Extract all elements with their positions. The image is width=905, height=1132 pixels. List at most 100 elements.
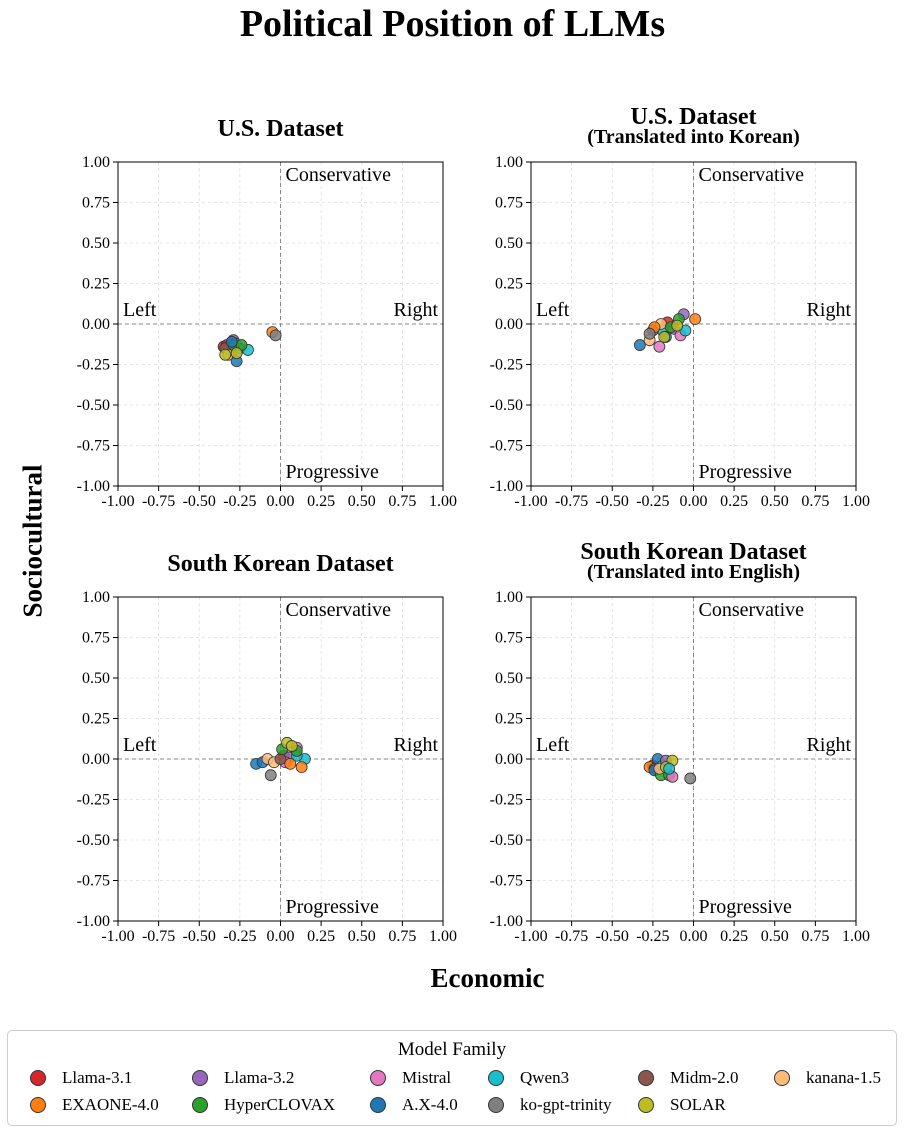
legend-marker [638,1097,654,1113]
x-tick-label: -0.75 [142,928,175,945]
x-tick-label: -0.75 [555,928,588,945]
legend-item: Qwen3 [488,1068,569,1088]
x-tick-label: 0.25 [307,928,335,945]
y-tick-label: 1.00 [82,589,110,606]
legend-item: Llama-3.2 [192,1068,294,1088]
quadrant-label-top: Conservative [699,164,805,186]
panel-subtitle: (Translated into Korean) [587,126,800,148]
x-tick-label: 1.00 [842,493,870,510]
quadrant-label-right: Right [807,299,852,321]
legend-item: kanana-1.5 [774,1068,881,1088]
x-tick-label: -1.00 [101,493,134,510]
y-tick-label: 1.00 [495,589,523,606]
legend-item: A.X-4.0 [370,1095,458,1115]
quadrant-label-right: Right [394,734,439,756]
legend-label: ko-gpt-trinity [520,1095,612,1114]
legend-label: Llama-3.1 [62,1068,133,1087]
x-tick-label: 0.25 [720,493,748,510]
y-tick-label: -1.00 [77,478,110,495]
data-point [663,762,676,775]
panel-2: U.S. Dataset(Translated into Korean) -1.0… [490,104,870,510]
legend-marker [774,1070,790,1086]
x-tick-label: -1.00 [514,493,547,510]
legend-marker [488,1097,504,1113]
y-tick-label: -0.50 [77,397,110,414]
x-tick-label: -0.25 [223,493,256,510]
x-tick-label: -0.75 [142,493,175,510]
x-tick-label: 0.50 [761,928,789,945]
legend-marker [192,1070,208,1086]
x-tick-label: 0.75 [801,928,829,945]
legend-item: ko-gpt-trinity [488,1095,612,1115]
data-point [274,753,287,765]
data-point [684,772,697,785]
data-point [230,347,243,360]
y-tick-label: -1.00 [490,913,523,930]
data-point [653,340,666,353]
legend-item: EXAONE-4.0 [30,1095,159,1115]
chart-title: Political Position of LLMs [239,3,666,45]
quadrant-label-right: Right [394,299,439,321]
y-tick-label: 0.50 [495,235,523,252]
quadrant-label-top: Conservative [699,599,805,621]
x-tick-label: -0.75 [555,493,588,510]
quadrant-label-left: Left [123,299,157,321]
y-tick-label: -1.00 [77,913,110,930]
x-tick-label: 0.50 [348,493,376,510]
y-tick-label: 0.00 [495,751,523,768]
legend-label: Qwen3 [520,1068,570,1087]
x-tick-label: -0.25 [636,928,669,945]
quadrant-label-bottom: Progressive [699,896,792,918]
legend: Model Family Llama-3.1 Llama-3.2 Mistral Qw… [7,1030,897,1126]
y-tick-label: 0.75 [82,195,110,212]
data-point [658,331,671,343]
x-tick-label: -0.25 [636,493,669,510]
y-tick-label: -0.50 [490,397,523,414]
legend-title: Model Family [397,1039,507,1060]
legend-marker [488,1070,504,1086]
legend-label: HyperCLOVAX [224,1095,336,1114]
x-tick-label: 0.00 [267,493,295,510]
data-point [225,335,238,348]
x-tick-label: -0.50 [596,928,629,945]
legend-marker [30,1097,46,1113]
legend-item: Llama-3.1 [30,1068,132,1088]
panel-subtitle: (Translated into English) [587,561,800,583]
y-tick-label: 0.50 [82,235,110,252]
y-tick-label: 0.00 [82,751,110,768]
legend-label: Mistral [402,1068,452,1087]
legend-label: Llama-3.2 [224,1068,295,1087]
data-point [219,348,232,361]
data-point [284,757,297,770]
x-tick-label: -0.25 [223,928,256,945]
x-tick-label: 0.75 [388,928,416,945]
legend-item: Midm-2.0 [638,1068,738,1088]
y-tick-label: -0.25 [490,792,523,809]
y-tick-label: -0.75 [490,873,523,890]
y-tick-label: 0.25 [495,711,523,728]
y-tick-label: -0.75 [490,438,523,455]
y-tick-label: 0.75 [495,195,523,212]
panel-title: South Korean Dataset [580,539,806,565]
y-tick-label: -0.50 [490,832,523,849]
data-point [264,769,277,782]
quadrant-label-left: Left [123,734,157,756]
legend-item: SOLAR [638,1095,726,1115]
panel-1: U.S. Dataset -1.00-1.00 -0.75 -0.75 -0.50 -0.… [77,116,457,510]
y-tick-label: 0.25 [82,276,110,293]
legend-marker [638,1070,654,1086]
x-tick-label: 1.00 [429,928,457,945]
legend-marker [370,1097,386,1113]
x-tick-label: 0.75 [388,493,416,510]
quadrant-label-right: Right [807,734,852,756]
data-point [295,761,308,773]
x-tick-label: -0.50 [183,928,216,945]
y-tick-label: 0.75 [495,630,523,647]
x-tick-label: -1.00 [101,928,134,945]
y-tick-label: -0.25 [77,357,110,374]
y-tick-label: -0.75 [77,873,110,890]
y-tick-label: -0.75 [77,438,110,455]
y-tick-label: 0.25 [495,276,523,293]
legend-label: SOLAR [670,1095,726,1114]
data-point [269,329,282,342]
